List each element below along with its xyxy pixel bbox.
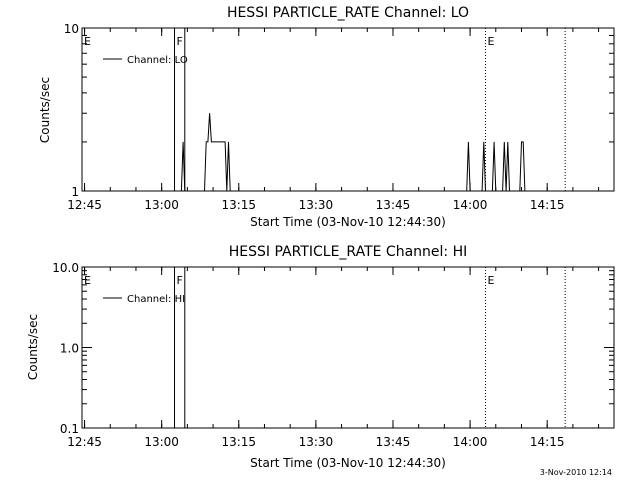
y-tick-label: 10 <box>64 22 79 36</box>
chart-panel-lo: HESSI PARTICLE_RATE Channel: LO Counts/s… <box>38 5 615 229</box>
legend-entry: Channel: HI <box>127 294 185 305</box>
x-tick-label: 14:15 <box>530 198 565 212</box>
series-line <box>178 113 526 192</box>
plot-timestamp: 3-Nov-2010 12:14 <box>540 468 612 477</box>
chart-marks: 12:45 13:00 13:15 13:30 13:45 14:00 14:15 1 10 E F… <box>64 22 614 212</box>
x-tick-label: 13:45 <box>376 435 411 449</box>
x-tick-label: 14:15 <box>530 435 565 449</box>
chart-panel-hi: HESSI PARTICLE_RATE Channel: HI Counts/s… <box>26 244 615 470</box>
event-marker-label: F <box>177 274 183 287</box>
y-axis-label: Counts/sec <box>26 314 40 380</box>
x-tick-label: 12:45 <box>67 198 102 212</box>
x-tick-label: 13:30 <box>299 435 334 449</box>
x-tick-label: 13:15 <box>221 198 256 212</box>
event-marker-label: E <box>487 274 494 287</box>
legend-entry: Channel: LO <box>127 55 188 66</box>
y-tick-label: 1 <box>71 185 79 199</box>
x-axis-label: Start Time (03-Nov-10 12:44:30) <box>250 456 446 470</box>
y-tick-label: 0.1 <box>60 422 79 436</box>
event-marker-label: E <box>487 35 494 48</box>
y-tick-label: 10.0 <box>52 261 79 275</box>
x-tick-label: 13:45 <box>376 198 411 212</box>
plot-frame <box>81 266 615 429</box>
x-tick-label: 13:00 <box>144 198 179 212</box>
plot-frame <box>81 27 615 192</box>
x-tick-label: 13:30 <box>299 198 334 212</box>
x-tick-label: 14:00 <box>453 435 488 449</box>
x-axis-label: Start Time (03-Nov-10 12:44:30) <box>250 215 446 229</box>
chart-title: HESSI PARTICLE_RATE Channel: HI <box>229 244 467 260</box>
event-marker-label: F <box>177 35 183 48</box>
x-tick-label: 14:00 <box>453 198 488 212</box>
chart-title: HESSI PARTICLE_RATE Channel: LO <box>227 5 469 21</box>
x-tick-label: 13:15 <box>221 435 256 449</box>
event-marker-label: E <box>84 35 91 48</box>
event-marker-label: E <box>84 274 91 287</box>
y-tick-label: 1.0 <box>60 342 79 356</box>
x-tick-label: 13:00 <box>144 435 179 449</box>
x-tick-label: 12:45 <box>67 435 102 449</box>
y-axis-label: Counts/sec <box>38 77 52 143</box>
chart-marks: 12:45 13:00 13:15 13:30 13:45 14:00 14:15 0.1 1.… <box>52 261 614 449</box>
